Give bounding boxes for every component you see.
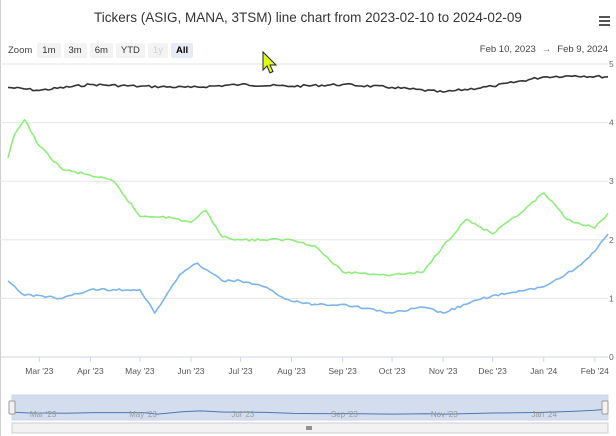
y-tick-label: 1 <box>609 293 614 303</box>
navigator-tick-label: Jul '23 <box>231 410 254 419</box>
zoom-label: Zoom <box>8 44 33 56</box>
navigator-tick-label: Jan '24 <box>531 410 557 419</box>
zoom-1y-button[interactable]: 1y <box>147 42 168 58</box>
series-line-mana <box>7 118 609 277</box>
x-tick-label: Mar '23 <box>25 366 53 376</box>
navigator-mask <box>11 394 609 421</box>
scrollbar-grip-icon <box>306 426 312 430</box>
y-tick-label: 3 <box>609 176 614 186</box>
grid-lines <box>0 63 608 358</box>
x-tick-label: Nov '23 <box>429 366 458 376</box>
range-to-date[interactable]: Feb 9, 2024 <box>557 44 608 55</box>
zoom-selector: Zoom 1m 3m 6m YTD 1y All <box>8 42 194 58</box>
zoom-ytd-button[interactable]: YTD <box>115 42 145 58</box>
navigator-tick-label: Sep '23 <box>331 410 358 419</box>
navigator-tick-label: May '23 <box>129 410 157 419</box>
range-from-date[interactable]: Feb 10, 2023 <box>479 44 536 55</box>
left-border <box>0 0 1 436</box>
navigator-tick-label: Nov '23 <box>431 410 458 419</box>
zoom-6m-button[interactable]: 6m <box>89 42 113 58</box>
mouse-pointer-icon <box>262 50 278 74</box>
x-tick-label: Aug '23 <box>277 366 306 376</box>
x-tick-label: Jul '23 <box>228 366 253 376</box>
zoom-all-button[interactable]: All <box>170 42 194 58</box>
x-axis: Mar '23 Apr '23 May '23 Jun '23 Jul '23 Aug '… <box>25 357 609 376</box>
y-tick-label: 2 <box>609 235 614 245</box>
y-tick-label: 5 <box>609 59 614 69</box>
x-tick-label: Sep '23 <box>328 366 357 376</box>
navigator-series-line <box>11 408 609 415</box>
hamburger-menu-icon[interactable] <box>599 16 610 27</box>
chart-title: Tickers (ASIG, MANA, 3TSM) line chart fr… <box>94 10 522 25</box>
x-tick-label: Jun '23 <box>177 366 204 376</box>
x-tick-label: Dec '23 <box>478 366 507 376</box>
y-tick-label: 4 <box>609 118 614 128</box>
navigator: Mar '23 May '23 Jul '23 Sep '23 Nov '23 Jan '… <box>8 394 609 434</box>
x-tick-label: Oct '23 <box>379 366 406 376</box>
y-axis-labels: 0 1 2 3 4 5 <box>609 59 614 362</box>
x-tick-label: Apr '23 <box>77 366 104 376</box>
range-arrow: → <box>541 44 552 55</box>
zoom-1m-button[interactable]: 1m <box>37 42 61 58</box>
navigator-left-handle[interactable] <box>8 400 16 415</box>
x-tick-label: Jan '24 <box>530 366 557 376</box>
x-tick-label: May '23 <box>125 366 155 376</box>
navigator-right-handle[interactable] <box>601 400 609 415</box>
series-line-asig <box>7 74 608 93</box>
navigator-scrollbar[interactable] <box>11 422 609 434</box>
series-lines <box>7 74 609 314</box>
zoom-3m-button[interactable]: 3m <box>63 42 87 58</box>
date-range-display: Feb 10, 2023 → Feb 9, 2024 <box>480 44 608 55</box>
x-tick-label: Feb '24 <box>581 366 609 376</box>
series-line-3tsm <box>7 233 609 314</box>
navigator-tick-label: Mar '23 <box>30 410 57 419</box>
y-tick-label: 0 <box>609 352 614 362</box>
